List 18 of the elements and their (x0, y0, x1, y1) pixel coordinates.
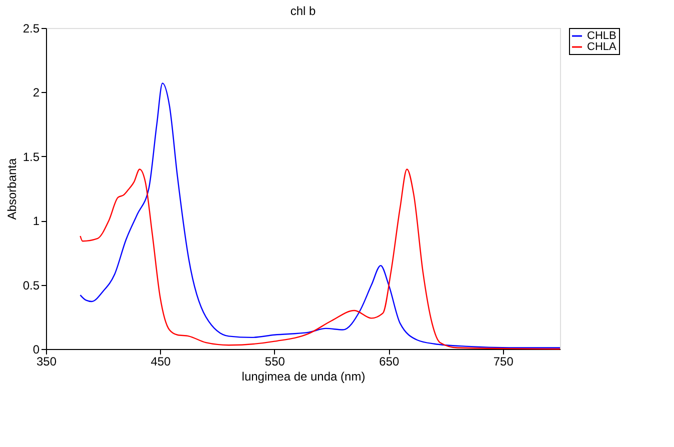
x-axis-title: lungimea de unda (nm) (242, 370, 366, 384)
chart-title: chl b (290, 4, 316, 18)
y-tick-label: 1 (32, 214, 40, 228)
y-tick-label: 1.5 (22, 150, 40, 164)
line-series (80, 168, 561, 350)
y-axis-title: Absorbanta (4, 158, 19, 220)
x-tick-label: 450 (150, 354, 172, 368)
y-tick-label: 2 (32, 86, 40, 100)
legend-label: CHLA (587, 41, 618, 53)
x-tick-label: 350 (36, 354, 57, 368)
legend-label: CHLB (587, 30, 616, 42)
y-tick-label: 0.5 (22, 278, 40, 292)
y-tick-label: 2.5 (22, 22, 40, 36)
x-tick-label: 550 (264, 354, 286, 368)
x-tick-label: 650 (379, 354, 400, 368)
line-series (80, 82, 561, 348)
x-tick-label: 750 (493, 354, 514, 368)
y-tick-label: 0 (32, 342, 40, 356)
